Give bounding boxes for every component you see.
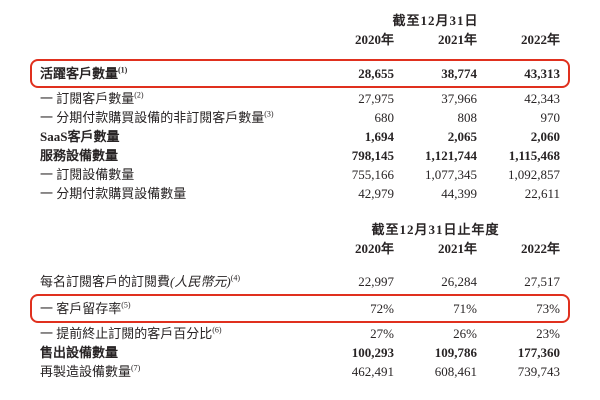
table-row-highlight-active-customers: 活躍客戶數量(1) 28,655 38,774 43,313 — [30, 59, 570, 88]
table-row-installment-purchase-devices: 一 分期付款購買設備數量 42,979 44,399 22,611 — [40, 184, 560, 203]
value-2021: 1,121,744 — [425, 148, 477, 163]
year-column-header: 2020年 — [354, 241, 394, 256]
value-2021: 1,077,345 — [425, 167, 477, 182]
table-row-installment-nonsubscription-customers: 一 分期付款購買設備的非訂閱客戶數量(3) 680 808 970 — [40, 108, 560, 127]
value-2022: 43,313 — [524, 66, 560, 81]
value-2022: 970 — [540, 110, 561, 125]
header-spacer — [40, 221, 311, 239]
value-2020: 798,145 — [351, 148, 394, 163]
row-label: 售出設備數量 — [40, 345, 119, 360]
table-row-devices-in-service: 服務設備數量 798,145 1,121,744 1,115,468 — [40, 146, 560, 165]
footnote-ref: (1) — [118, 65, 128, 75]
value-2020: 27% — [370, 326, 394, 341]
value-2022: 739,743 — [517, 364, 560, 379]
value-2022: 42,343 — [524, 91, 560, 106]
value-2022: 1,115,468 — [508, 148, 560, 163]
footnote-ref: (7) — [131, 363, 141, 373]
footnote-ref: (3) — [264, 109, 274, 119]
value-2020: 27,975 — [358, 91, 394, 106]
table2-year-row: 2020年 2021年 2022年 — [40, 239, 560, 259]
table1-period-header: 截至12月31日 — [40, 12, 560, 30]
value-2021: 71% — [453, 301, 477, 316]
value-2022: 73% — [536, 301, 560, 316]
row-label: 服務設備數量 — [40, 148, 119, 163]
table-row-highlight-customer-retention: 一 客戶留存率(5) 72% 71% 73% — [30, 294, 570, 323]
table-row-subscription-devices: 一 訂閱設備數量 755,166 1,077,345 1,092,857 — [40, 165, 560, 184]
value-2020: 42,979 — [358, 186, 394, 201]
value-2021: 608,461 — [434, 364, 477, 379]
value-2020: 680 — [374, 110, 395, 125]
value-2022: 177,360 — [517, 345, 560, 360]
value-2020: 462,491 — [351, 364, 394, 379]
row-label: SaaS客戶數量 — [40, 129, 120, 144]
table-row-early-termination-percentage: 一 提前終止訂閱的客戶百分比(6) 27% 26% 23% — [40, 324, 560, 343]
row-label: 活躍客戶數量(1) — [40, 65, 128, 81]
year-column-header: 2022年 — [520, 32, 560, 47]
year-row-spacer — [40, 239, 311, 259]
row-label-parenthetical: (人民幣元) — [170, 274, 231, 289]
row-label: 一 分期付款購買設備的非訂閱客戶數量(3) — [40, 109, 274, 125]
value-2022: 23% — [536, 326, 560, 341]
table-row-remanufactured-devices: 再製造設備數量(7) 462,491 608,461 739,743 — [40, 362, 560, 381]
row-label: 一 提前終止訂閱的客戶百分比(6) — [40, 325, 222, 341]
value-2021: 37,966 — [441, 91, 477, 106]
value-2022: 2,060 — [530, 129, 560, 144]
header-spacer — [40, 12, 311, 30]
value-2021: 26% — [453, 326, 477, 341]
value-2021: 808 — [457, 110, 478, 125]
table1-year-row: 2020年 2021年 2022年 — [40, 30, 560, 50]
value-2021: 2,065 — [447, 129, 477, 144]
year-column-header: 2021年 — [437, 32, 477, 47]
year-row-spacer — [40, 30, 311, 50]
year-column-header: 2020年 — [354, 32, 394, 47]
footnote-ref: (6) — [212, 325, 222, 335]
row-label: 一 客戶留存率(5) — [40, 300, 131, 316]
value-2021: 38,774 — [441, 66, 477, 81]
table2-period-header: 截至12月31日止年度 — [40, 221, 560, 239]
value-2022: 1,092,857 — [508, 167, 560, 182]
year-column-header: 2022年 — [520, 241, 560, 256]
value-2020: 72% — [370, 301, 394, 316]
row-label: 一 訂閱客戶數量(2) — [40, 90, 144, 106]
value-2020: 22,997 — [358, 274, 394, 289]
footnote-ref: (2) — [134, 90, 144, 100]
value-2020: 100,293 — [351, 345, 394, 360]
row-label: 每名訂閱客戶的訂閱費(人民幣元)(4) — [40, 273, 241, 289]
value-2021: 26,284 — [441, 274, 477, 289]
table-row-subscription-fee-per-customer: 每名訂閱客戶的訂閱費(人民幣元)(4) 22,997 26,284 27,517 — [40, 272, 560, 291]
value-2022: 27,517 — [524, 274, 560, 289]
period-caption: 截至12月31日止年度 — [371, 222, 500, 237]
value-2022: 22,611 — [524, 186, 560, 201]
value-2020: 1,694 — [364, 129, 394, 144]
row-label: 一 分期付款購買設備數量 — [40, 186, 187, 201]
table-row-devices-sold: 售出設備數量 100,293 109,786 177,360 — [40, 343, 560, 362]
table-row-saas-customers: SaaS客戶數量 1,694 2,065 2,060 — [40, 127, 560, 146]
footnote-ref: (5) — [121, 300, 131, 310]
value-2021: 44,399 — [441, 186, 477, 201]
table-row-subscription-customers: 一 訂閱客戶數量(2) 27,975 37,966 42,343 — [40, 89, 560, 108]
row-label: 一 訂閱設備數量 — [40, 167, 135, 182]
year-column-header: 2021年 — [437, 241, 477, 256]
value-2020: 755,166 — [351, 167, 394, 182]
period-caption: 截至12月31日 — [392, 13, 479, 28]
row-label: 再製造設備數量(7) — [40, 363, 141, 379]
value-2021: 109,786 — [434, 345, 477, 360]
value-2020: 28,655 — [358, 66, 394, 81]
footnote-ref: (4) — [230, 273, 241, 283]
